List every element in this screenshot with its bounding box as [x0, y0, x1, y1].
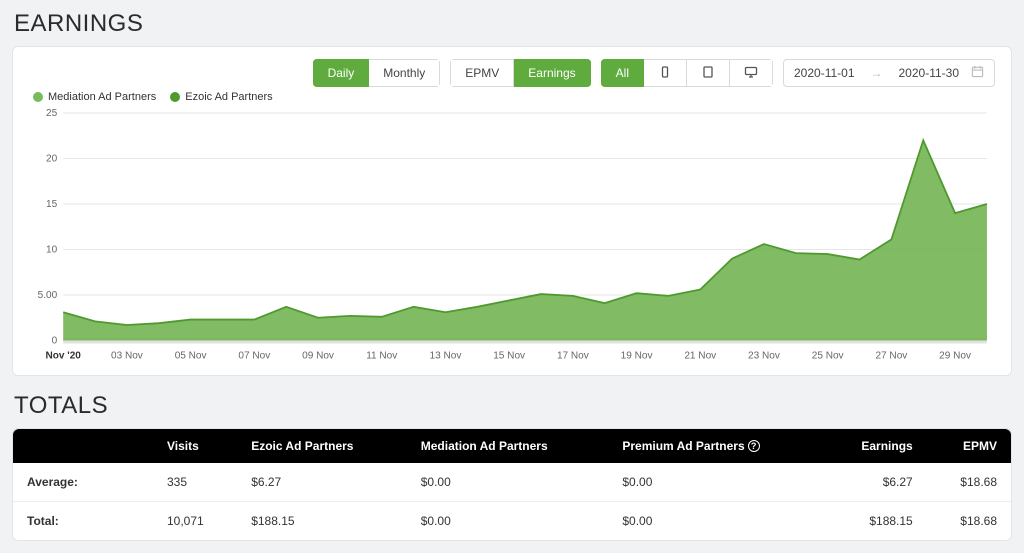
cell-visits: 10,071	[153, 501, 237, 540]
cell-premium: $0.00	[608, 463, 823, 502]
row-label: Average:	[13, 463, 153, 502]
cell-mediation: $0.00	[407, 501, 609, 540]
legend-dot-icon	[170, 92, 180, 102]
row-label: Total:	[13, 501, 153, 540]
table-row: Average:335$6.27$0.00$0.00$6.27$18.68	[13, 463, 1011, 502]
totals-col-earnings: Earnings	[823, 429, 926, 463]
earnings-section-title: EARNINGS	[14, 10, 1012, 38]
svg-text:27 Nov: 27 Nov	[875, 351, 907, 362]
totals-header-row: Visits Ezoic Ad Partners Mediation Ad Pa…	[13, 429, 1011, 463]
totals-card: Visits Ezoic Ad Partners Mediation Ad Pa…	[12, 428, 1012, 541]
svg-text:29 Nov: 29 Nov	[939, 351, 971, 362]
svg-text:21 Nov: 21 Nov	[684, 351, 716, 362]
svg-text:10: 10	[46, 245, 58, 256]
cell-ezoic: $188.15	[237, 501, 407, 540]
device-desktop-button[interactable]	[730, 59, 773, 87]
totals-section-title: TOTALS	[14, 392, 1012, 420]
svg-text:Nov '20: Nov '20	[46, 351, 82, 362]
timeframe-monthly-button[interactable]: Monthly	[369, 59, 440, 87]
date-range-start: 2020-11-01	[794, 66, 855, 80]
date-range-separator: →	[871, 66, 883, 80]
cell-ezoic: $6.27	[237, 463, 407, 502]
svg-text:25: 25	[46, 108, 58, 119]
legend-dot-icon	[33, 92, 43, 102]
svg-text:0: 0	[52, 335, 58, 346]
earnings-chart: 0 5.00 10 15 20 25 Nov '20 03 Nov 05 Nov 07 Nov 09…	[29, 105, 995, 367]
device-tablet-button[interactable]	[687, 59, 730, 87]
svg-text:15: 15	[46, 199, 58, 210]
svg-text:5.00: 5.00	[38, 290, 58, 301]
metric-earnings-button[interactable]: Earnings	[514, 59, 590, 87]
device-mobile-button[interactable]	[644, 59, 687, 87]
device-toggle: All	[601, 59, 773, 87]
legend-label: Ezoic Ad Partners	[185, 91, 272, 103]
chart-controls: Daily Monthly EPMV Earnings All 2020-11-…	[29, 59, 995, 87]
chart-legend: Mediation Ad Partners Ezoic Ad Partners	[33, 91, 995, 103]
earnings-chart-svg: 0 5.00 10 15 20 25 Nov '20 03 Nov 05 Nov 07 Nov 09…	[29, 105, 995, 367]
totals-col-premium: Premium Ad Partners?	[608, 429, 823, 463]
cell-premium: $0.00	[608, 501, 823, 540]
device-all-button[interactable]: All	[601, 59, 644, 87]
tablet-icon	[701, 66, 715, 81]
svg-text:15 Nov: 15 Nov	[493, 351, 525, 362]
legend-item-ezoic[interactable]: Ezoic Ad Partners	[170, 91, 272, 103]
metric-epmv-button[interactable]: EPMV	[450, 59, 514, 87]
cell-epmv: $18.68	[927, 463, 1011, 502]
totals-table: Visits Ezoic Ad Partners Mediation Ad Pa…	[13, 429, 1011, 540]
svg-text:20: 20	[46, 154, 58, 165]
cell-mediation: $0.00	[407, 463, 609, 502]
date-range-picker[interactable]: 2020-11-01 → 2020-11-30	[783, 59, 995, 87]
cell-visits: 335	[153, 463, 237, 502]
svg-text:25 Nov: 25 Nov	[812, 351, 844, 362]
totals-col-premium-label: Premium Ad Partners	[622, 439, 744, 453]
totals-col-visits: Visits	[153, 429, 237, 463]
timeframe-toggle: Daily Monthly	[313, 59, 441, 87]
svg-text:03 Nov: 03 Nov	[111, 351, 143, 362]
svg-text:05 Nov: 05 Nov	[175, 351, 207, 362]
svg-text:13 Nov: 13 Nov	[430, 351, 462, 362]
cell-earnings: $6.27	[823, 463, 926, 502]
cell-earnings: $188.15	[823, 501, 926, 540]
calendar-icon	[971, 65, 984, 81]
help-icon[interactable]: ?	[748, 440, 760, 452]
cell-epmv: $18.68	[927, 501, 1011, 540]
totals-col-blank	[13, 429, 153, 463]
svg-text:17 Nov: 17 Nov	[557, 351, 589, 362]
legend-label: Mediation Ad Partners	[48, 91, 156, 103]
svg-text:11 Nov: 11 Nov	[366, 351, 397, 362]
svg-text:19 Nov: 19 Nov	[621, 351, 653, 362]
totals-col-epmv: EPMV	[927, 429, 1011, 463]
svg-text:23 Nov: 23 Nov	[748, 351, 780, 362]
totals-col-ezoic: Ezoic Ad Partners	[237, 429, 407, 463]
totals-col-mediation: Mediation Ad Partners	[407, 429, 609, 463]
earnings-card: Daily Monthly EPMV Earnings All 2020-11-…	[12, 46, 1012, 376]
date-range-end: 2020-11-30	[899, 66, 960, 80]
svg-text:07 Nov: 07 Nov	[238, 351, 270, 362]
timeframe-daily-button[interactable]: Daily	[313, 59, 370, 87]
legend-item-mediation[interactable]: Mediation Ad Partners	[33, 91, 156, 103]
metric-toggle: EPMV Earnings	[450, 59, 590, 87]
desktop-icon	[744, 66, 758, 81]
mobile-icon	[658, 66, 672, 81]
svg-text:09 Nov: 09 Nov	[302, 351, 334, 362]
table-row: Total:10,071$188.15$0.00$0.00$188.15$18.…	[13, 501, 1011, 540]
